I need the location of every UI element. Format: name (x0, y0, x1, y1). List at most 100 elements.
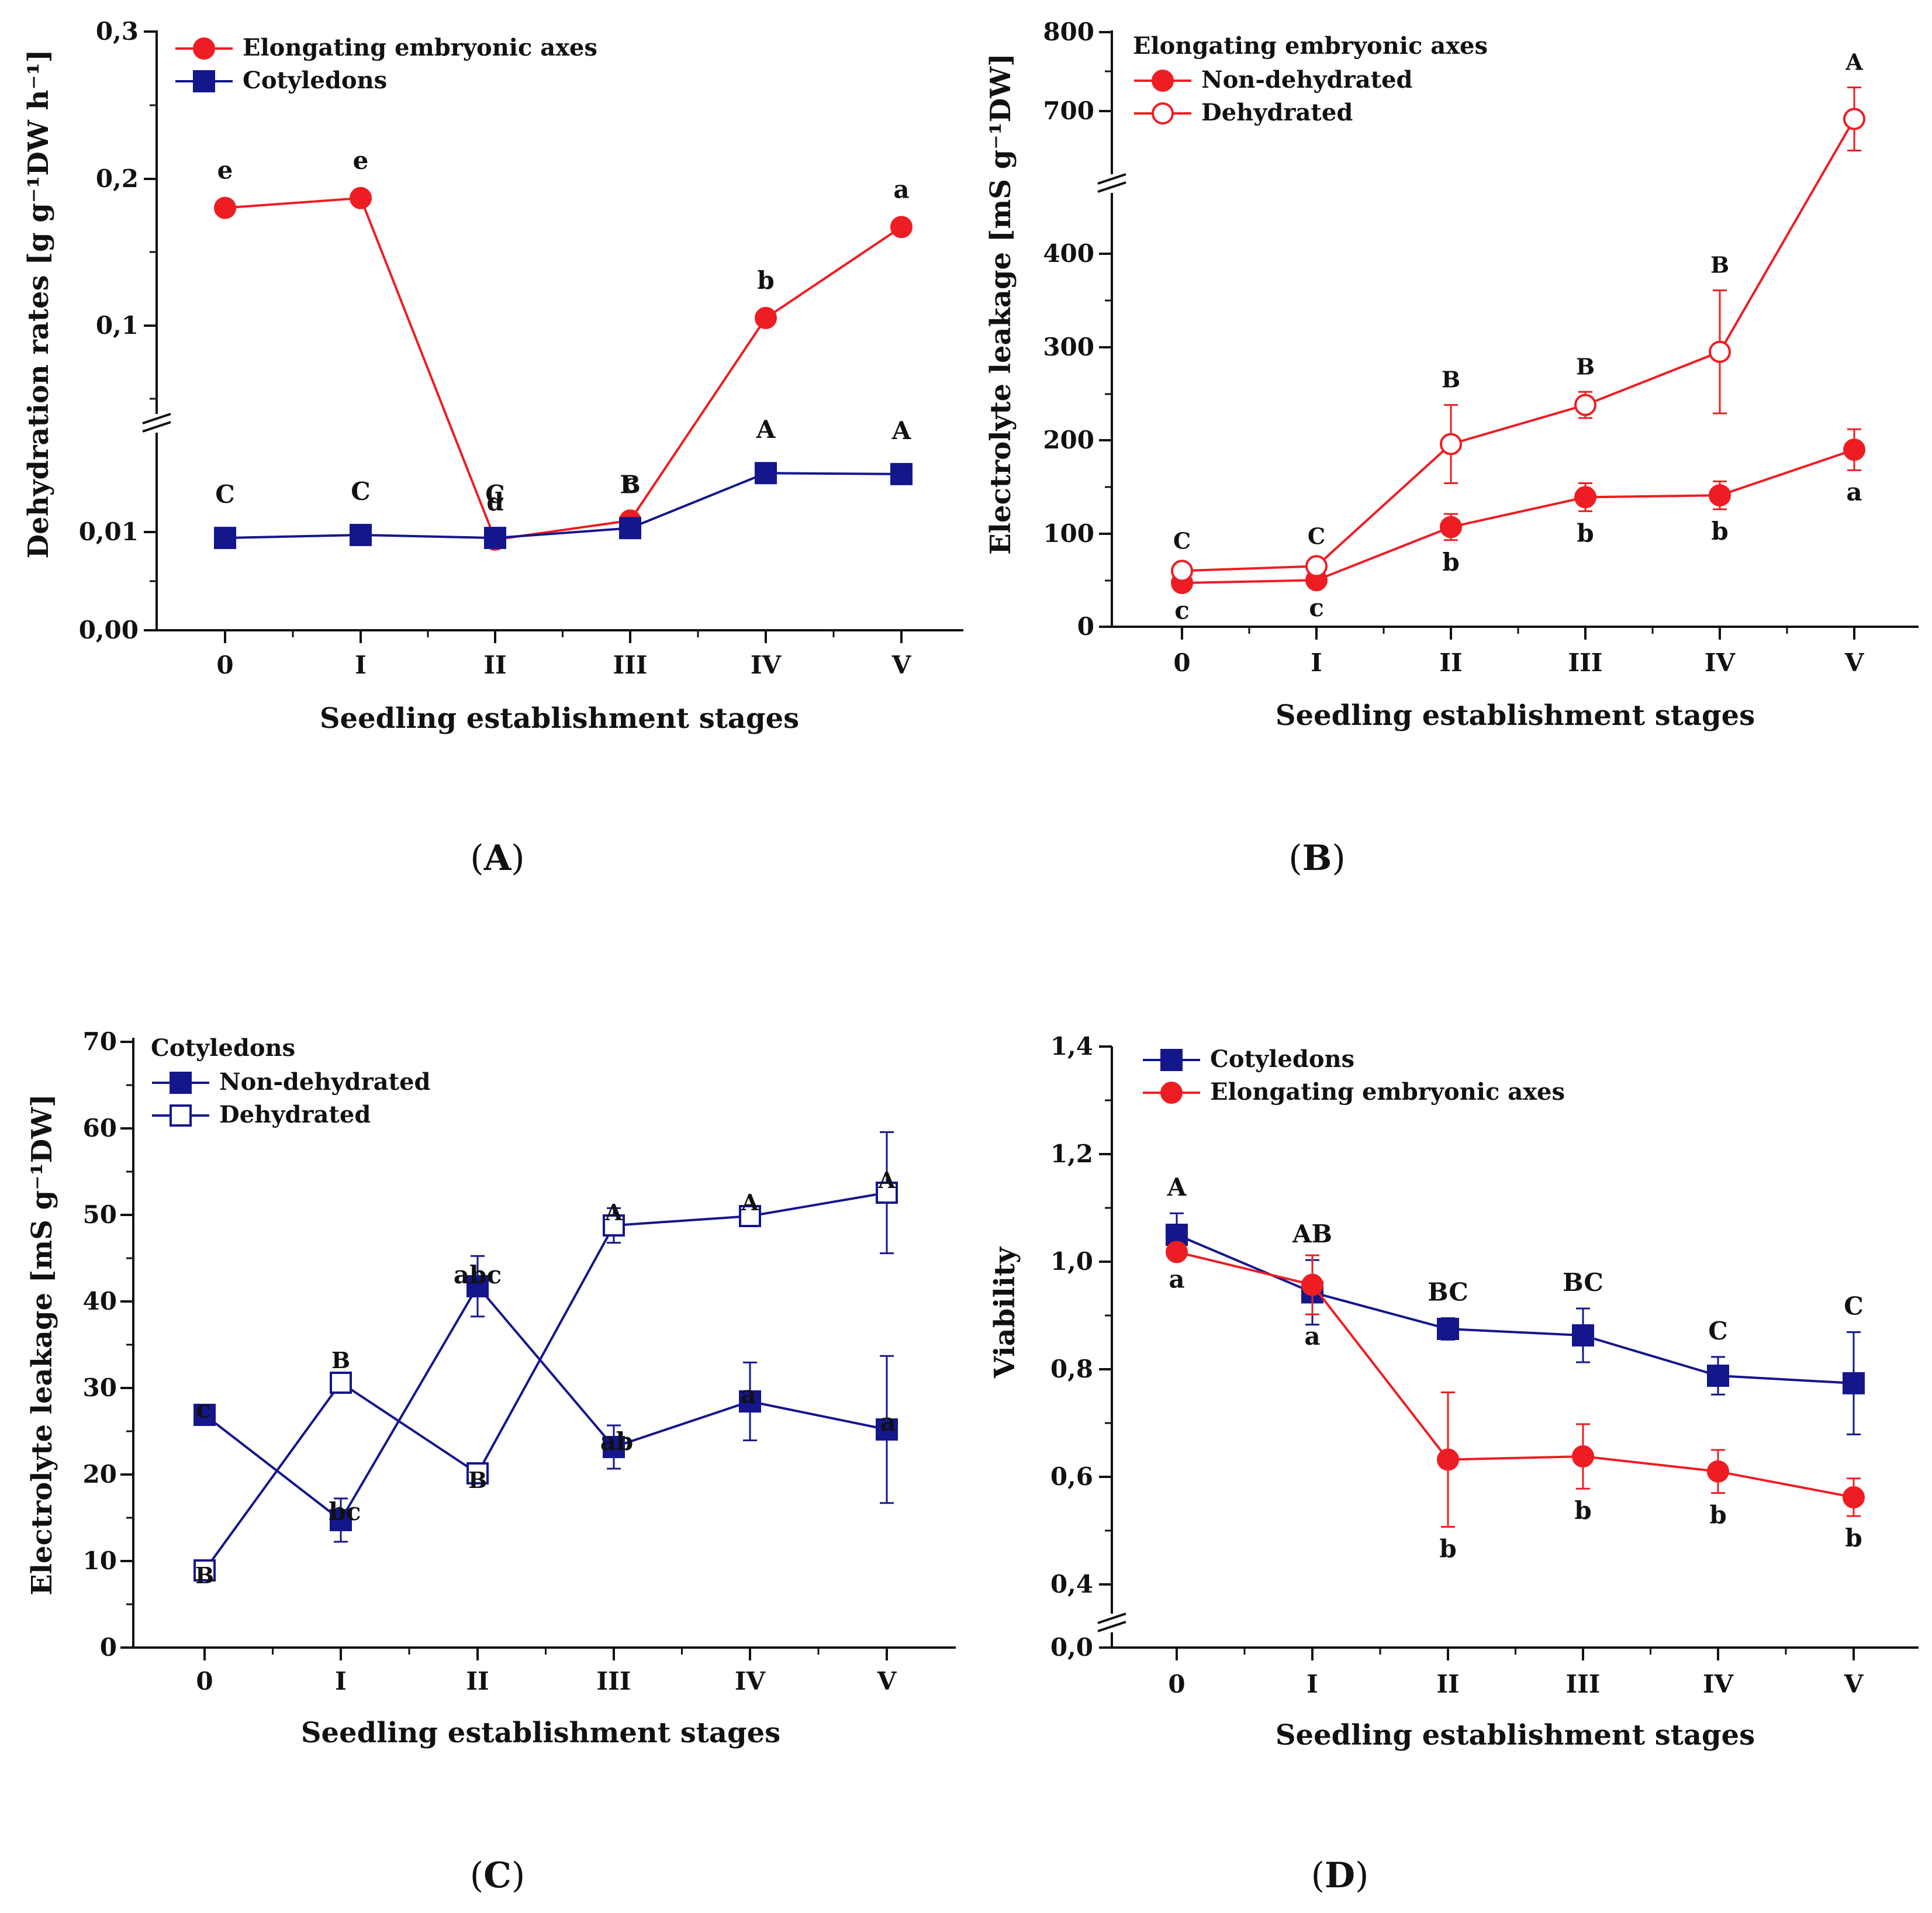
axis-break-1 (1097, 173, 1126, 185)
x-tick-label: II (1439, 648, 1462, 677)
x-tick-label: I (1311, 648, 1322, 677)
data-point (466, 1275, 489, 1297)
x-tick-label: III (1566, 1670, 1601, 1698)
data-point (603, 1214, 625, 1237)
y-tick-label: 0,0 (1050, 1633, 1093, 1662)
y-tick-label: 20 (83, 1460, 117, 1489)
y-tick-label: 100 (1043, 519, 1094, 548)
legend-label: Cotyledons (1210, 1045, 1354, 1073)
legend-label: Elongating embryonic axes (243, 34, 597, 61)
data-point (193, 1404, 216, 1426)
data-point (193, 1559, 216, 1581)
series-line (1176, 1251, 1854, 1498)
y-tick-label: 40 (83, 1287, 117, 1315)
data-point (876, 1182, 898, 1204)
axis-break-2 (1097, 1621, 1126, 1632)
significance-letter: b (1709, 1501, 1726, 1529)
legend-marker (1160, 1082, 1183, 1104)
x-tick-label: IV (751, 651, 782, 679)
series-line (1181, 118, 1855, 572)
data-point (1709, 340, 1731, 363)
data-point (1437, 1318, 1459, 1340)
data-point (350, 524, 372, 547)
x-tick-label: 0 (216, 651, 233, 679)
x-tick-label: II (466, 1667, 489, 1696)
significance-letter: b (1439, 1535, 1456, 1563)
data-point (214, 527, 236, 550)
data-point (484, 527, 506, 550)
significance-letter: B (1576, 353, 1595, 379)
significance-letter: b (1442, 548, 1459, 576)
y-tick-label: 10 (83, 1546, 117, 1575)
significance-letter: A (1845, 49, 1863, 75)
panel-caption: (C) (470, 1855, 526, 1896)
data-point (1707, 1460, 1729, 1483)
legend-marker (193, 37, 215, 60)
significance-letter: e (217, 156, 233, 185)
y-tick-label: 60 (83, 1114, 117, 1142)
legend-label: Non-dehydrated (219, 1068, 431, 1096)
significance-letter: b (1711, 517, 1728, 545)
y-axis-label: Dehydration rates [g g⁻¹DW h⁻¹] (22, 50, 55, 559)
x-tick-label: V (1844, 1670, 1864, 1698)
significance-letter: b (1574, 1496, 1591, 1525)
x-tick-label: I (335, 1667, 347, 1696)
data-point (330, 1509, 352, 1531)
legend-marker (170, 1072, 192, 1094)
y-axis-label: Viability (989, 1246, 1021, 1379)
x-tick-label: V (891, 651, 912, 679)
y-axis-label: Electrolyte leakage [mS g⁻¹DW] (26, 1094, 58, 1596)
y-tick-label: 0,8 (1050, 1355, 1093, 1383)
data-point (603, 1436, 625, 1458)
significance-letter: a (740, 1380, 756, 1409)
legend-marker (1152, 102, 1174, 125)
data-point (1572, 1324, 1594, 1347)
series-elongating-embryonic-axes (1166, 1241, 1865, 1528)
x-axis-label: Seedling establishment stages (1276, 699, 1755, 732)
series-dehydrated (193, 1131, 898, 1581)
x-axis-label: Seedling establishment stages (1276, 1719, 1755, 1752)
y-tick-label: 0,2 (96, 164, 139, 193)
significance-letter: B (195, 1562, 214, 1589)
data-point (876, 1418, 898, 1441)
data-point (890, 216, 913, 239)
significance-letter: a (1169, 1265, 1184, 1294)
significance-letter: A (756, 415, 776, 444)
data-point (1437, 1448, 1459, 1471)
y-tick-label: 30 (83, 1373, 117, 1402)
data-point (755, 462, 777, 485)
x-tick-label: II (1436, 1670, 1459, 1698)
legend-label: Non-dehydrated (1201, 66, 1413, 94)
data-point (1440, 433, 1462, 455)
y-tick-label: 50 (83, 1200, 117, 1229)
y-tick-label: 1,2 (1050, 1139, 1093, 1168)
significance-letter: B (1710, 252, 1729, 278)
series-non-dehydrated (193, 1255, 898, 1543)
x-tick-label: II (483, 651, 506, 679)
data-point (1843, 1372, 1865, 1394)
legend-title: Cotyledons (151, 1034, 295, 1062)
y-tick-label: 70 (83, 1027, 117, 1056)
data-point (739, 1390, 761, 1413)
significance-letter: A (891, 416, 912, 445)
data-point (1440, 516, 1462, 538)
x-tick-label: III (613, 651, 648, 679)
significance-letter: C (351, 477, 370, 506)
y-tick-label: 1,4 (1050, 1032, 1093, 1061)
panel-D: 0,00,40,60,81,01,21,40 I II III IV VSeedling … (989, 1032, 1919, 1896)
significance-letter: b (757, 266, 774, 295)
x-tick-label: I (1307, 1670, 1318, 1698)
y-tick-label: 0 (100, 1633, 117, 1662)
significance-letter: B (620, 470, 641, 499)
y-tick-label: 1,0 (1050, 1247, 1093, 1276)
significance-letter: b (1845, 1524, 1862, 1552)
significance-letter: C (1308, 523, 1325, 549)
x-axis-label: Seedling establishment stages (301, 1717, 780, 1749)
panel-caption: (A) (470, 838, 524, 879)
x-tick-label: IV (735, 1667, 766, 1696)
y-tick-label: 0,00 (79, 616, 139, 644)
